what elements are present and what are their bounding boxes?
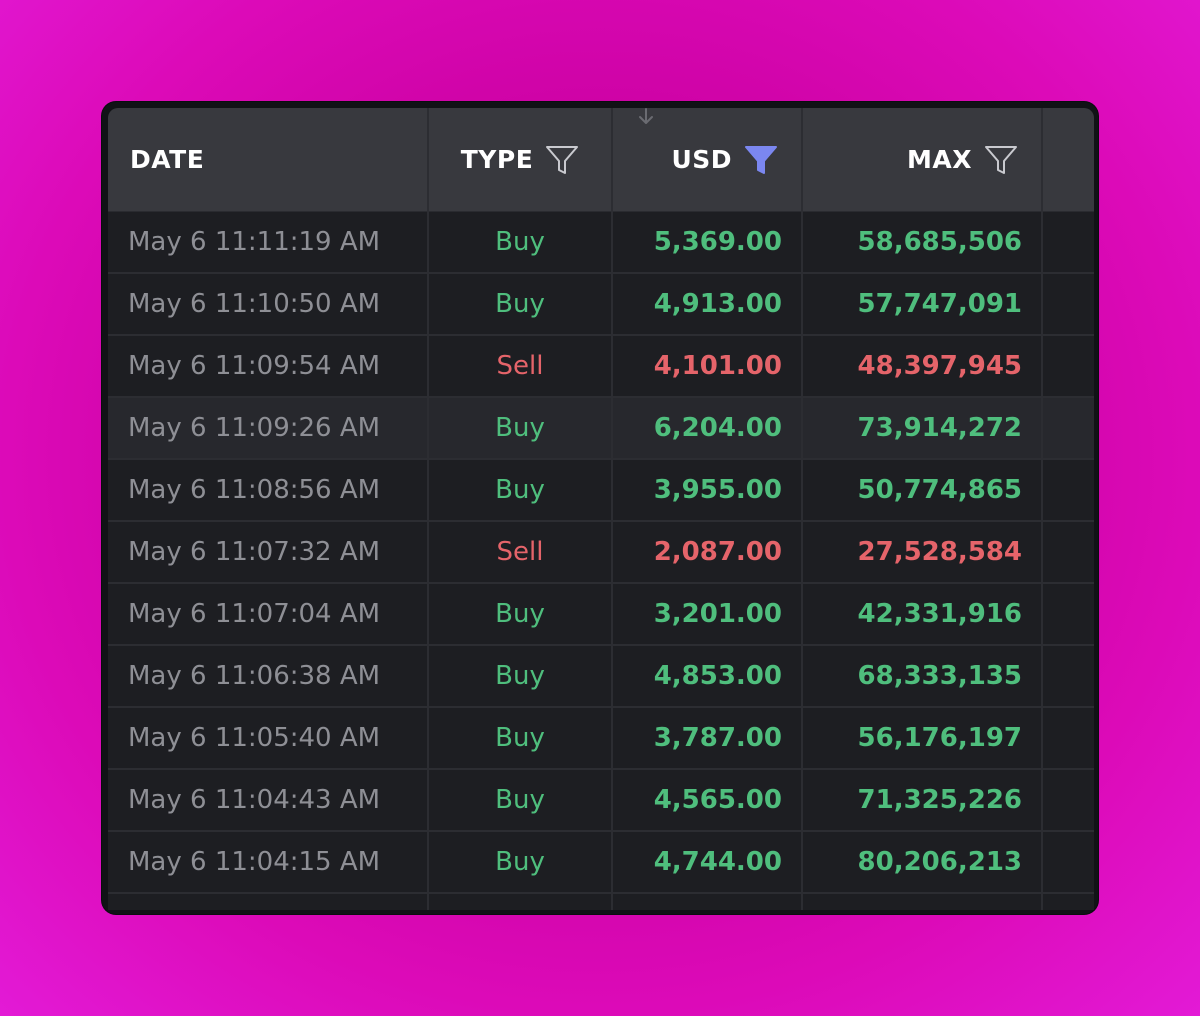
usd-cell: 3,787.00	[653, 723, 782, 753]
max-cell: 48,397,945	[857, 351, 1022, 381]
date-cell: May 6 11:05:40 AM	[128, 723, 381, 753]
filter-active-icon[interactable]	[744, 145, 778, 175]
arrow-down-icon	[636, 108, 656, 126]
table-row[interactable]: May 6 11:10:50 AM Buy 4,913.00 57,747,091	[108, 274, 1094, 336]
type-cell: Buy	[495, 227, 545, 257]
table-row[interactable]: May 6 11:09:54 AM Sell 4,101.00 48,397,945	[108, 336, 1094, 398]
table-header: DATE TYPE USD MAX	[108, 108, 1094, 212]
date-cell: May 6 11:11:19 AM	[128, 227, 381, 257]
type-cell: Buy	[495, 475, 545, 505]
column-header-usd[interactable]: USD	[612, 108, 802, 211]
table-row[interactable]: May 6 11:09:26 AM Buy 6,204.00 73,914,272	[108, 398, 1094, 460]
table-row[interactable]: May 6 11:08:56 AM Buy 3,955.00 50,774,865	[108, 460, 1094, 522]
table-row[interactable]: May 6 11:04:43 AM Buy 4,565.00 71,325,226	[108, 770, 1094, 832]
column-header-type[interactable]: TYPE	[428, 108, 612, 211]
column-divider[interactable]	[801, 108, 803, 910]
table-row[interactable]: May 6 11:07:04 AM Buy 3,201.00 42,331,916	[108, 584, 1094, 646]
date-cell: May 6 11:06:38 AM	[128, 661, 381, 691]
column-header-max[interactable]: MAX	[802, 108, 1042, 211]
type-cell: Buy	[495, 723, 545, 753]
max-cell: 57,747,091	[857, 289, 1022, 319]
usd-cell: 4,853.00	[653, 661, 782, 691]
usd-cell: 4,913.00	[653, 289, 782, 319]
usd-cell: 3,201.00	[653, 599, 782, 629]
table-row[interactable]: May 6 11:06:38 AM Buy 4,853.00 68,333,135	[108, 646, 1094, 708]
column-divider[interactable]	[611, 108, 613, 910]
type-cell: Buy	[495, 599, 545, 629]
max-cell: 71,325,226	[857, 785, 1022, 815]
max-cell: 42,331,916	[857, 599, 1022, 629]
column-header-label: TYPE	[460, 145, 534, 174]
max-cell: 58,685,506	[857, 227, 1022, 257]
usd-cell: 6,204.00	[653, 413, 782, 443]
usd-cell: 2,087.00	[653, 537, 782, 567]
date-cell: May 6 11:07:32 AM	[128, 537, 381, 567]
column-header-extra	[1042, 108, 1094, 211]
max-cell: 50,774,865	[857, 475, 1022, 505]
filter-icon[interactable]	[545, 145, 579, 175]
date-cell: May 6 11:09:26 AM	[128, 413, 381, 443]
column-header-label: MAX	[906, 145, 972, 174]
max-cell: 73,914,272	[857, 413, 1022, 443]
date-cell: May 6 11:04:43 AM	[128, 785, 381, 815]
type-cell: Buy	[495, 413, 545, 443]
usd-cell: 5,369.00	[653, 227, 782, 257]
table-body: May 6 11:11:19 AM Buy 5,369.00 58,685,506 Ma…	[108, 212, 1094, 910]
column-header-label: DATE	[130, 145, 205, 174]
date-cell: May 6 11:10:50 AM	[128, 289, 381, 319]
date-cell: May 6 11:08:56 AM	[128, 475, 381, 505]
usd-cell: 4,565.00	[653, 785, 782, 815]
trades-table-panel: DATE TYPE USD MAX	[102, 102, 1098, 914]
column-header-date[interactable]: DATE	[108, 108, 428, 211]
table-row[interactable]: May 6 11:11:19 AM Buy 5,369.00 58,685,506	[108, 212, 1094, 274]
table-row[interactable]: May 6 11:07:32 AM Sell 2,087.00 27,528,584	[108, 522, 1094, 584]
table-row-partial	[108, 894, 1094, 910]
type-cell: Buy	[495, 785, 545, 815]
max-cell: 68,333,135	[857, 661, 1022, 691]
column-divider[interactable]	[427, 108, 429, 910]
type-cell: Buy	[495, 289, 545, 319]
max-cell: 27,528,584	[857, 537, 1022, 567]
usd-cell: 3,955.00	[653, 475, 782, 505]
date-cell: May 6 11:04:15 AM	[128, 847, 381, 877]
table-row[interactable]: May 6 11:05:40 AM Buy 3,787.00 56,176,197	[108, 708, 1094, 770]
type-cell: Sell	[496, 537, 544, 567]
column-header-label: USD	[671, 145, 732, 174]
filter-icon[interactable]	[984, 145, 1018, 175]
type-cell: Buy	[495, 661, 545, 691]
usd-cell: 4,744.00	[653, 847, 782, 877]
trades-grid: DATE TYPE USD MAX	[108, 108, 1094, 910]
table-row[interactable]: May 6 11:04:15 AM Buy 4,744.00 80,206,213	[108, 832, 1094, 894]
max-cell: 56,176,197	[857, 723, 1022, 753]
max-cell: 80,206,213	[857, 847, 1022, 877]
column-divider[interactable]	[1041, 108, 1043, 910]
date-cell: May 6 11:07:04 AM	[128, 599, 381, 629]
type-cell: Sell	[496, 351, 544, 381]
usd-cell: 4,101.00	[653, 351, 782, 381]
type-cell: Buy	[495, 847, 545, 877]
date-cell: May 6 11:09:54 AM	[128, 351, 381, 381]
